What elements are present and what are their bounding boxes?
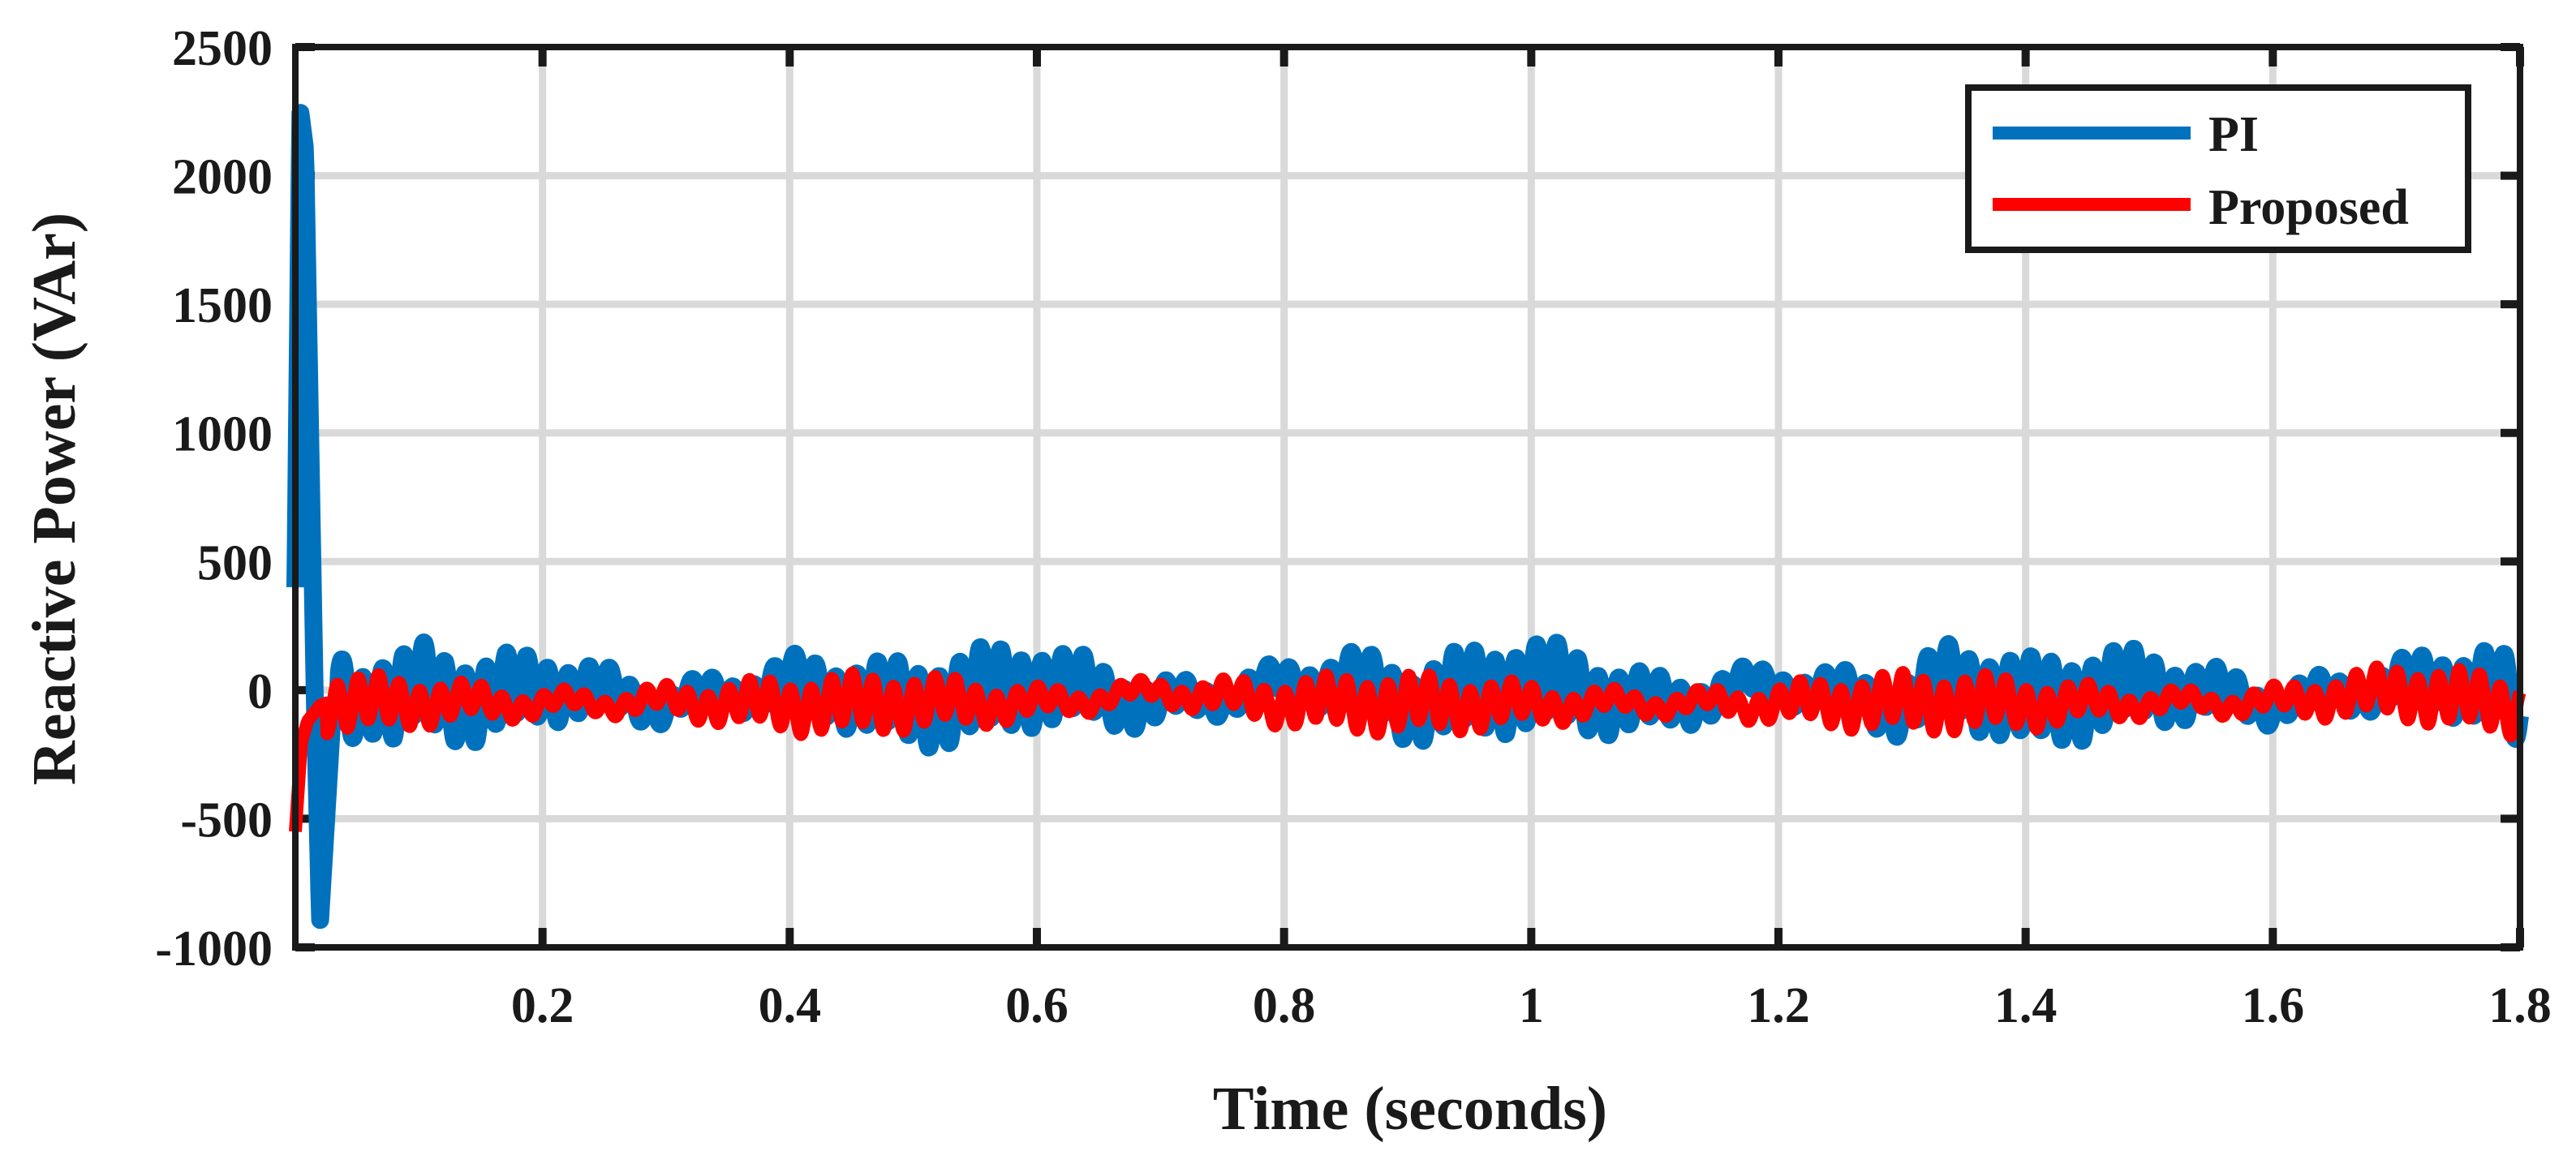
x-tick-labels: 0.2 0.4 0.6 0.8 1 1.2 1.4 1.6 1.8 <box>511 978 2552 1033</box>
y-tick-label: 500 <box>197 535 273 590</box>
x-tick-label: 0.6 <box>1005 978 1069 1033</box>
y-tick-label: 1000 <box>172 407 273 462</box>
legend-label-pi: PI <box>2208 107 2259 162</box>
x-tick-label: 0.4 <box>759 978 822 1033</box>
x-tick-label: 1.8 <box>2488 978 2552 1033</box>
y-tick-label: 1500 <box>172 278 273 333</box>
y-tick-label: 0 <box>247 664 273 719</box>
plot-frame <box>292 44 2523 951</box>
x-tick-label: 1.2 <box>1747 978 1810 1033</box>
x-tick-label: 0.8 <box>1253 978 1316 1033</box>
legend: PI Proposed <box>1965 84 2471 253</box>
y-axis-title: Reactive Power (VAr) <box>20 213 88 785</box>
legend-box <box>1965 84 2471 253</box>
x-tick-label: 1.6 <box>2242 978 2305 1033</box>
x-tick-label: 1.4 <box>1994 978 2058 1033</box>
y-tick-label: 2000 <box>172 150 273 205</box>
legend-label-proposed: Proposed <box>2208 180 2409 235</box>
series-line-proposed <box>289 660 2527 832</box>
series-lines <box>286 104 2529 930</box>
y-tick-label: 2500 <box>172 21 273 76</box>
x-tick-label: 1 <box>1519 978 1544 1033</box>
x-axis-title: Time (seconds) <box>1213 1075 1607 1143</box>
y-tick-label: -1000 <box>155 921 273 977</box>
y-tick-labels: -1000 -500 0 500 1000 1500 2000 2500 <box>155 21 273 977</box>
y-tick-label: -500 <box>180 792 273 848</box>
x-tick-label: 0.2 <box>511 978 574 1033</box>
